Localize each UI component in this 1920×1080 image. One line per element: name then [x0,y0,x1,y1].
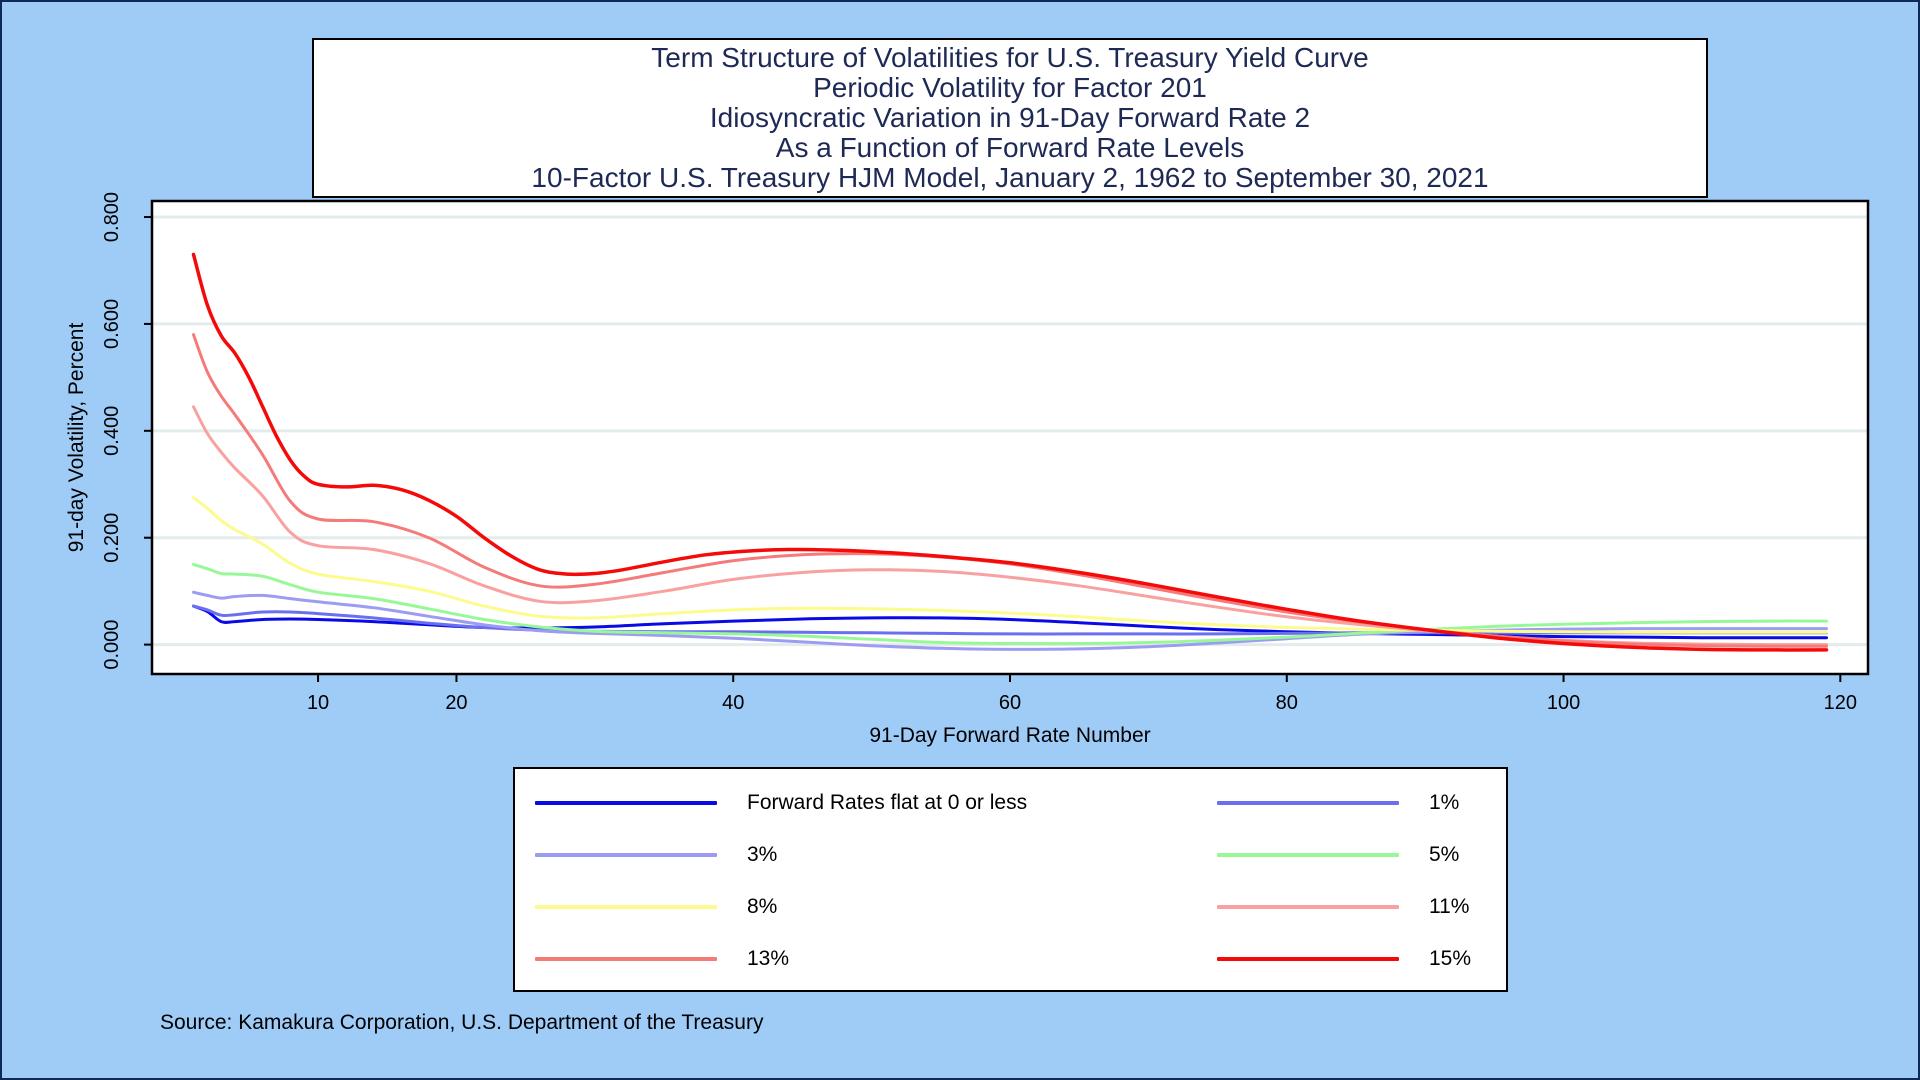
legend-swatch [535,905,717,909]
legend-item: 11% [1217,892,1469,922]
legend-label: 15% [1429,947,1472,970]
grid-lines [152,215,1868,647]
series-lines [191,252,1829,652]
legend-label: 8% [747,895,778,918]
x-tick-label: 80 [1276,692,1298,714]
legend-item: 15% [1217,944,1471,974]
x-tick-label: 40 [722,692,744,714]
legend: Forward Rates flat at 0 or less 1% 3% 5% 8% 1… [513,767,1508,992]
axes: 0.000 0.200 0.400 0.600 0.800 10 20 40 60 80 100 12… [101,192,1857,714]
legend-swatch [1217,905,1399,909]
legend-label: Forward Rates flat at 0 or less [747,791,1028,814]
legend-label: 13% [747,947,790,970]
y-tick-label: 0.000 [101,620,123,670]
source-note: Source: Kamakura Corporation, U.S. Depar… [160,1011,764,1034]
chart-title-line-1: Term Structure of Volatilities for U.S. … [651,42,1369,73]
y-tick-label: 0.400 [101,406,123,456]
legend-item: 13% [535,944,789,974]
y-tick-label: 0.600 [101,299,123,349]
chart-title-line-2: Periodic Volatility for Factor 201 [813,72,1207,103]
series-line-7 [192,333,1828,648]
legend-item: 1% [1217,788,1459,818]
x-tick-label: 10 [307,692,329,714]
chart-title-line-5: 10-Factor U.S. Treasury HJM Model, Janua… [531,162,1489,193]
chart-title-line-3: Idiosyncratic Variation in 91-Day Forwar… [709,102,1311,133]
chart-title-line-4: As a Function of Forward Rate Levels [775,132,1245,163]
legend-item: Forward Rates flat at 0 or less [535,788,1027,818]
legend-swatch [1217,853,1399,857]
y-tick-label: 0.200 [101,513,123,563]
legend-swatch [535,957,717,961]
legend-label: 5% [1429,843,1460,866]
series-line-4 [192,562,1828,646]
series-line-5 [192,496,1828,634]
x-tick-label: 100 [1547,692,1580,714]
legend-label: 3% [747,843,778,866]
x-tick-label: 120 [1824,692,1857,714]
series-line-8 [191,252,1829,652]
legend-item: 8% [535,892,777,922]
legend-swatch [535,853,717,857]
legend-item: 3% [535,840,777,870]
legend-swatch [1217,801,1399,805]
legend-swatch [535,801,717,805]
x-tick-label: 20 [445,692,467,714]
legend-item: 5% [1217,840,1459,870]
legend-label: 1% [1429,791,1460,814]
chart-title-box: Term Structure of Volatilities for U.S. … [312,38,1708,198]
x-axis-title: 91-Day Forward Rate Number [869,724,1150,747]
legend-swatch [1217,957,1399,961]
x-tick-label: 60 [999,692,1021,714]
plot-area [152,201,1868,674]
legend-label: 11% [1429,895,1470,918]
y-tick-label: 0.800 [101,192,123,242]
y-axis-title: 91-day Volatility, Percent [65,323,88,553]
